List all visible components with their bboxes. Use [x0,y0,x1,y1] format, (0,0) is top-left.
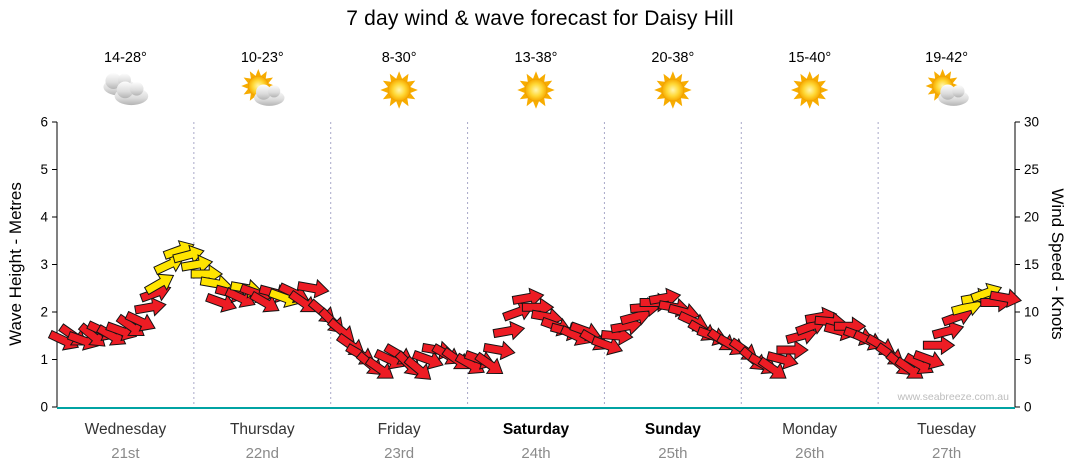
weather-icon-sunny [380,71,418,109]
day-date-label: 26th [795,445,824,462]
wind-arrow [180,254,214,274]
right-axis-tick-label: 25 [1024,162,1039,177]
right-axis-tick-label: 10 [1024,305,1039,320]
weather-icon-sun-cloud [925,69,969,106]
left-axis-tick-label: 1 [40,352,48,367]
wind-arrow [143,273,175,296]
wind-arrow [648,287,682,308]
day-date-label: 22nd [246,445,279,462]
day-name-label: Sunday [645,421,701,438]
left-axis-tick-label: 6 [40,115,48,130]
right-axis-tick-label: 20 [1024,210,1039,225]
wind-arrow [989,288,1023,309]
wind-arrow [296,278,330,299]
weather-icon-sun-cloud [241,69,285,106]
watermark: www.seabreeze.com.au [897,391,1010,403]
day-date-label: 21st [111,445,140,462]
wind-arrow [511,287,545,308]
temp-label: 20-38° [651,50,694,66]
wind-arrow [776,340,809,360]
chart-title: 7 day wind & wave forecast for Daisy Hil… [346,7,734,30]
weather-icon-sunny [654,71,692,109]
day-name-label: Saturday [503,421,570,438]
wind-arrow [474,351,504,374]
wind-arrow [403,355,432,380]
day-name-label: Thursday [230,421,295,438]
wind-arrow [912,349,945,370]
wind-arrow [766,350,799,370]
temp-label: 14-28° [104,50,147,66]
wind-arrow [931,320,965,340]
left-axis-tick-label: 4 [40,210,48,225]
wind-arrow [190,264,224,284]
day-name-label: Tuesday [917,421,976,438]
right-axis-tick-label: 30 [1024,115,1039,130]
wind-arrow [521,297,555,318]
weather-icon-sunny [517,71,555,109]
left-axis-tick-label: 3 [40,257,48,272]
temp-label: 19-42° [925,50,968,66]
wind-arrow [77,322,106,347]
day-date-label: 23rd [384,445,414,462]
wind-arrow [134,297,167,317]
right-axis-tick-label: 15 [1024,257,1039,272]
left-axis-tick-label: 5 [40,162,48,177]
temp-label: 13-38° [515,50,558,66]
wind-arrow [757,356,787,379]
temp-label: 8-30° [382,50,417,66]
right-axis-tick-label: 0 [1024,400,1032,415]
temp-label: 15-40° [788,50,831,66]
weather-icon-sunny [791,71,829,109]
wind-arrow [205,292,238,313]
wind-arrow [922,335,956,356]
right-axis-tick-label: 5 [1024,352,1032,367]
wind-arrow-series [47,240,1023,380]
left-axis-tick-label: 2 [40,305,48,320]
day-name-label: Monday [782,421,837,438]
wind-arrow [591,335,624,356]
wind-arrow [492,320,526,341]
day-date-label: 27th [932,445,961,462]
wind-arrow [249,290,280,313]
weather-icon-cloudy [103,73,149,106]
day-date-label: 24th [521,445,550,462]
wind-arrow [364,356,394,379]
day-name-label: Wednesday [85,421,167,438]
left-axis-tick-label: 0 [40,400,48,415]
wind-arrow [411,349,444,370]
temp-label: 10-23° [241,50,284,66]
day-name-label: Friday [378,421,421,438]
wind-arrow [124,310,156,332]
day-date-label: 25th [658,445,687,462]
wind-arrow [482,340,516,361]
